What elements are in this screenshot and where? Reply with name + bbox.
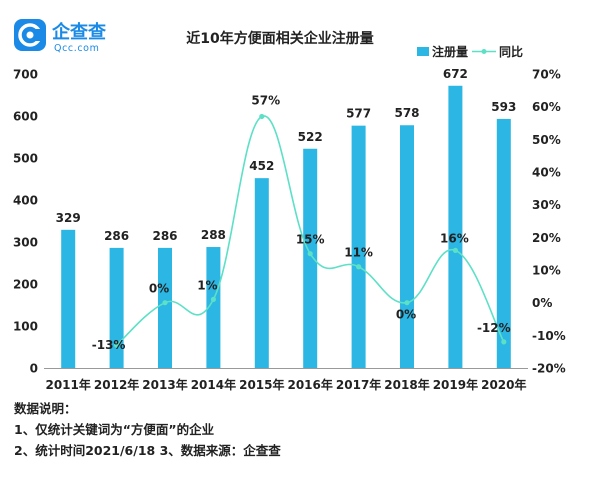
x-tick-label: 2014年 bbox=[191, 377, 236, 392]
logo-domain: Qcc.com bbox=[54, 43, 99, 54]
chart: 企查查 Qcc.com 近10年方便面相关企业注册量 注册量 同比 0 100 20… bbox=[13, 19, 566, 392]
bar-value-label: 329 bbox=[56, 211, 81, 225]
y-right-tick-label: 0% bbox=[532, 296, 552, 310]
y-right-tick-label: 10% bbox=[532, 264, 561, 278]
y-left-tick-label: 200 bbox=[13, 278, 38, 292]
logo-name: 企查查 bbox=[51, 21, 106, 43]
x-tick-label: 2016年 bbox=[287, 377, 332, 392]
bar bbox=[351, 125, 366, 368]
yoy-value-label: 57% bbox=[251, 93, 280, 107]
bar bbox=[206, 247, 221, 368]
yoy-point bbox=[307, 251, 313, 257]
yoy-point bbox=[210, 296, 216, 302]
legend: 注册量 同比 bbox=[417, 44, 523, 59]
bar-value-label: 286 bbox=[104, 229, 129, 243]
bar bbox=[400, 125, 414, 369]
y-right-tick-label: -10% bbox=[532, 329, 566, 343]
yoy-point bbox=[259, 113, 265, 120]
bar-value-label: 593 bbox=[491, 100, 516, 114]
y-right-tick-label: 50% bbox=[532, 133, 561, 147]
x-axis: 2011年 2012年 2013年 2014年 2015年 2016年 2017年 2018年… bbox=[44, 368, 528, 392]
data-notes: 数据说明： 1、仅统计关键词为“方便面”的企业 2、统计时间2021/6/18 … bbox=[14, 398, 281, 461]
bar bbox=[109, 247, 124, 368]
yoy-value-label: 15% bbox=[296, 233, 325, 247]
y-axis-right: -20% -10% 0% 10% 20% 30% 40% 50% 60% 70% bbox=[532, 68, 566, 376]
y-left-tick-label: 100 bbox=[13, 320, 38, 334]
yoy-value-label: 0% bbox=[149, 282, 169, 296]
legend-bar-label: 注册量 bbox=[432, 44, 468, 59]
bar bbox=[61, 229, 76, 368]
yoy-value-label: 1% bbox=[197, 278, 217, 292]
yoy-value-label: -12% bbox=[477, 321, 511, 335]
y-left-tick-label: 700 bbox=[13, 68, 38, 82]
data-labels: 329 286 286 288 452 522 577 578 672 593 -13% 0% 1% 57… bbox=[56, 67, 517, 352]
y-left-tick-label: 400 bbox=[13, 194, 38, 208]
bar-value-label: 577 bbox=[346, 107, 371, 121]
y-right-tick-label: 30% bbox=[532, 198, 561, 212]
bar-value-label: 672 bbox=[443, 67, 468, 81]
y-right-tick-label: 20% bbox=[532, 231, 561, 245]
bar-value-label: 578 bbox=[394, 106, 419, 120]
bar-series bbox=[61, 85, 511, 369]
chart-title: 近10年方便面相关企业注册量 bbox=[186, 30, 373, 47]
y-left-tick-label: 0 bbox=[30, 362, 38, 376]
yoy-point bbox=[452, 247, 458, 253]
x-tick-label: 2018年 bbox=[384, 377, 429, 392]
bar bbox=[496, 118, 511, 368]
x-tick-label: 2015年 bbox=[239, 377, 284, 392]
line-series bbox=[114, 113, 507, 348]
yoy-point bbox=[114, 342, 120, 348]
y-left-tick-label: 500 bbox=[13, 152, 38, 166]
yoy-value-label: 16% bbox=[440, 231, 469, 245]
notes-line-2: 2、统计时间2021/6/18 3、数据来源：企查查 bbox=[14, 443, 281, 458]
bar-value-label: 288 bbox=[201, 228, 226, 242]
bar bbox=[254, 178, 269, 368]
notes-heading: 数据说明： bbox=[14, 401, 77, 416]
notes-line-1: 1、仅统计关键词为“方便面”的企业 bbox=[14, 422, 215, 437]
yoy-point bbox=[404, 300, 410, 306]
y-left-tick-label: 600 bbox=[13, 110, 38, 124]
y-right-tick-label: 40% bbox=[532, 166, 561, 180]
yoy-value-label: 0% bbox=[396, 308, 416, 322]
yoy-value-label: 11% bbox=[344, 246, 373, 260]
bar bbox=[448, 85, 463, 368]
x-tick-label: 2019年 bbox=[433, 377, 478, 392]
yoy-point bbox=[162, 300, 168, 306]
x-tick-label: 2020年 bbox=[481, 377, 526, 392]
yoy-point bbox=[356, 264, 362, 270]
x-tick-label: 2017年 bbox=[336, 377, 381, 392]
y-right-tick-label: 60% bbox=[532, 100, 561, 114]
x-tick-label: 2011年 bbox=[45, 377, 90, 392]
y-right-tick-label: 70% bbox=[532, 68, 561, 82]
x-tick-label: 2012年 bbox=[94, 377, 139, 392]
bar-value-label: 452 bbox=[249, 159, 274, 173]
yoy-point bbox=[501, 339, 507, 345]
bar bbox=[303, 148, 318, 368]
yoy-value-label: -13% bbox=[92, 338, 126, 352]
bar-value-label: 522 bbox=[298, 130, 323, 144]
yoy-line bbox=[116, 115, 505, 346]
bar bbox=[158, 247, 172, 368]
legend-bar-swatch bbox=[417, 47, 429, 56]
y-right-tick-label: -20% bbox=[532, 362, 566, 376]
qcc-logo: 企查查 Qcc.com bbox=[14, 19, 106, 54]
x-tick-label: 2013年 bbox=[142, 377, 187, 392]
legend-line-label: 同比 bbox=[499, 44, 523, 59]
y-axis-left: 0 100 200 300 400 500 600 700 bbox=[13, 68, 38, 376]
y-left-tick-label: 300 bbox=[13, 236, 38, 250]
bar-value-label: 286 bbox=[152, 229, 177, 243]
